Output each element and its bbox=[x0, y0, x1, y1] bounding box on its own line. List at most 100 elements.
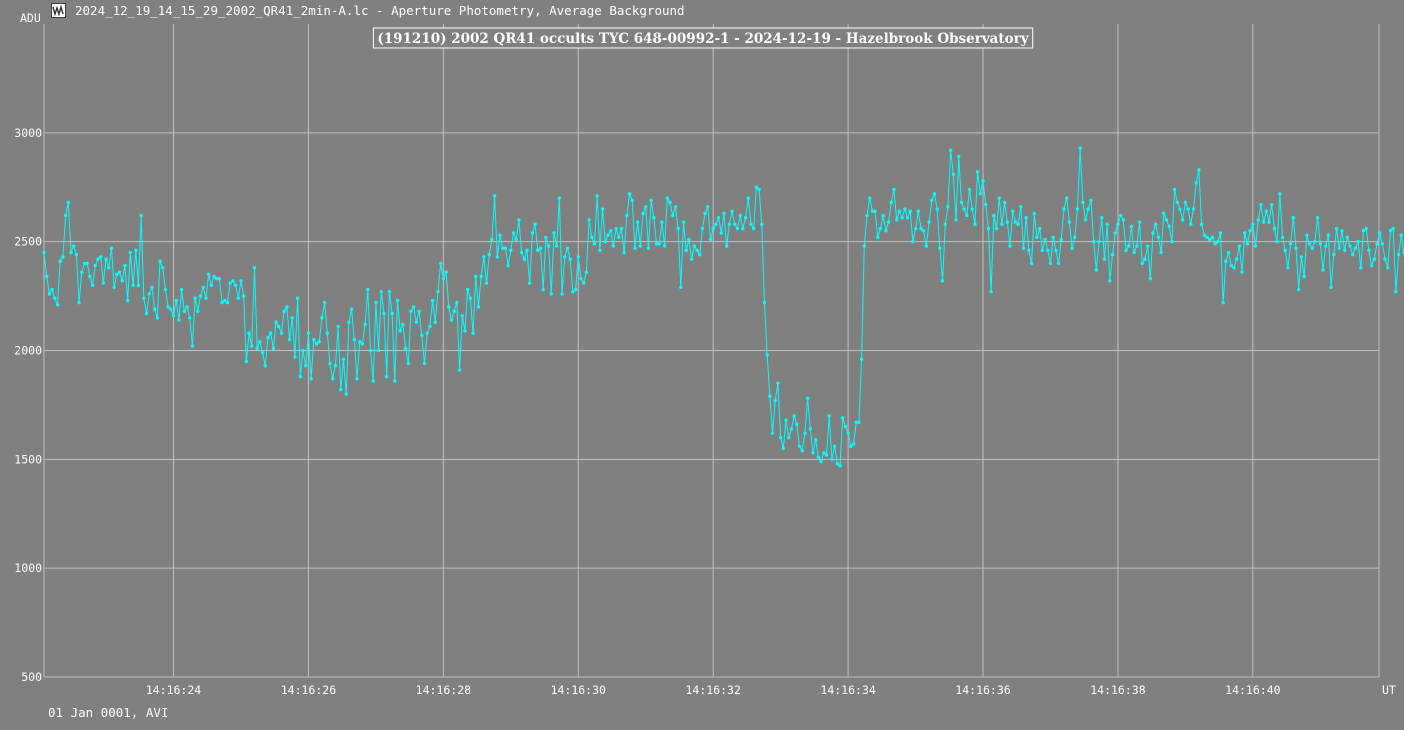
data-point bbox=[487, 253, 491, 257]
data-point bbox=[368, 348, 373, 353]
data-point bbox=[93, 263, 97, 268]
data-point bbox=[371, 379, 375, 383]
data-point bbox=[339, 387, 343, 392]
data-point bbox=[206, 272, 211, 277]
data-point bbox=[1345, 235, 1349, 240]
data-point bbox=[975, 170, 980, 174]
data-point bbox=[1027, 248, 1031, 253]
data-point bbox=[1181, 218, 1185, 222]
data-point bbox=[1056, 261, 1061, 266]
data-point bbox=[314, 342, 319, 346]
data-point bbox=[279, 331, 284, 335]
data-point bbox=[50, 287, 54, 292]
data-point bbox=[517, 218, 521, 222]
data-point bbox=[376, 348, 381, 353]
data-point bbox=[754, 185, 759, 189]
data-point bbox=[635, 220, 640, 224]
data-point bbox=[916, 209, 920, 213]
data-point bbox=[1245, 242, 1250, 246]
data-point bbox=[1297, 287, 1301, 292]
data-point bbox=[414, 320, 419, 324]
data-point bbox=[1172, 187, 1177, 192]
data-point bbox=[940, 279, 945, 283]
data-point bbox=[155, 316, 160, 320]
data-point bbox=[557, 196, 562, 200]
data-point bbox=[80, 270, 84, 274]
data-point bbox=[317, 340, 321, 344]
data-point bbox=[938, 246, 942, 250]
data-point bbox=[1348, 244, 1352, 248]
data-point bbox=[1375, 242, 1379, 246]
data-point bbox=[274, 320, 278, 324]
data-point bbox=[1315, 216, 1320, 220]
data-point bbox=[1207, 237, 1212, 242]
data-point bbox=[1256, 218, 1260, 222]
data-point bbox=[449, 318, 454, 322]
data-point bbox=[905, 216, 910, 220]
data-point bbox=[428, 324, 432, 329]
data-point bbox=[962, 207, 966, 211]
data-point bbox=[946, 205, 950, 209]
data-point bbox=[1191, 207, 1196, 211]
data-point bbox=[1329, 285, 1333, 290]
data-point bbox=[1145, 244, 1150, 248]
data-point bbox=[471, 331, 475, 335]
data-point bbox=[1086, 207, 1090, 211]
data-point bbox=[1202, 233, 1206, 237]
data-point bbox=[889, 200, 893, 205]
data-point bbox=[913, 226, 918, 231]
data-point bbox=[633, 246, 637, 250]
data-point bbox=[1361, 229, 1366, 233]
data-point bbox=[948, 148, 953, 152]
data-point bbox=[1024, 216, 1028, 220]
data-point bbox=[341, 357, 346, 361]
data-point bbox=[935, 207, 939, 211]
data-point bbox=[196, 309, 200, 314]
data-point bbox=[892, 187, 896, 192]
data-point bbox=[1075, 207, 1080, 211]
data-point bbox=[247, 331, 251, 335]
data-point bbox=[743, 216, 748, 220]
data-point bbox=[387, 290, 392, 294]
data-point bbox=[843, 424, 848, 429]
data-point bbox=[735, 226, 740, 231]
data-point bbox=[401, 322, 405, 327]
data-point bbox=[1383, 257, 1387, 261]
data-point bbox=[741, 226, 745, 231]
data-point bbox=[1113, 231, 1117, 235]
data-point bbox=[986, 226, 991, 231]
data-point bbox=[1016, 222, 1020, 226]
data-point bbox=[252, 266, 257, 270]
data-point bbox=[1000, 222, 1004, 226]
data-point bbox=[1213, 242, 1217, 246]
x-tick-label: 14:16:38 bbox=[1090, 683, 1145, 697]
data-point bbox=[781, 446, 786, 451]
data-point bbox=[1218, 231, 1223, 235]
data-point bbox=[1089, 198, 1093, 203]
data-point bbox=[495, 255, 500, 259]
data-point bbox=[506, 263, 510, 268]
data-point bbox=[498, 233, 502, 237]
data-point bbox=[676, 226, 680, 231]
data-point bbox=[1234, 257, 1239, 261]
data-point bbox=[382, 311, 386, 316]
data-point bbox=[854, 420, 858, 425]
data-point bbox=[231, 279, 235, 283]
data-point bbox=[703, 211, 707, 216]
data-point bbox=[1356, 239, 1360, 244]
x-tick-label: 14:16:24 bbox=[146, 683, 201, 697]
data-point bbox=[714, 222, 718, 226]
data-point bbox=[1243, 231, 1247, 235]
data-point bbox=[42, 250, 46, 255]
data-point bbox=[722, 211, 726, 216]
data-point bbox=[1283, 248, 1287, 253]
data-point bbox=[765, 353, 769, 357]
data-point bbox=[608, 229, 613, 233]
y-tick-label: 1000 bbox=[14, 561, 42, 575]
data-point bbox=[484, 281, 489, 285]
data-point bbox=[1021, 246, 1026, 250]
data-point bbox=[306, 331, 311, 335]
data-point bbox=[800, 448, 804, 453]
data-point bbox=[733, 222, 737, 226]
x-tick-label: 14:16:32 bbox=[685, 683, 740, 697]
